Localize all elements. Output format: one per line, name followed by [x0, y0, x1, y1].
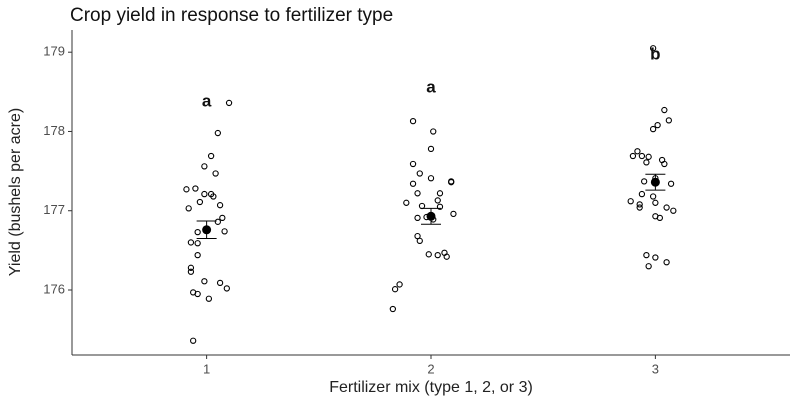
data-point: [187, 268, 195, 275]
x-tick-label: 3: [652, 361, 659, 376]
data-point: [201, 278, 208, 285]
data-point: [638, 190, 646, 198]
data-point: [409, 180, 417, 187]
data-point: [665, 117, 672, 124]
data-point: [389, 305, 397, 313]
data-point: [436, 203, 444, 210]
data-point: [391, 286, 399, 293]
x-axis-title: Fertilizer mix (type 1, 2, or 3): [329, 379, 533, 396]
data-point: [409, 118, 417, 125]
group-letter: b: [650, 44, 660, 63]
data-point: [434, 197, 441, 204]
data-point: [214, 129, 221, 137]
data-point: [414, 190, 421, 197]
data-point: [670, 207, 677, 214]
data-point: [649, 45, 657, 52]
data-point: [216, 202, 224, 209]
data-point: [207, 152, 215, 160]
x-tick-label: 2: [427, 361, 434, 376]
data-point: [396, 281, 403, 288]
data-point: [649, 193, 657, 200]
data-point: [192, 185, 199, 192]
data-point: [212, 170, 219, 177]
data-point: [219, 214, 226, 222]
group-letter: a: [426, 77, 436, 96]
data-point: [638, 152, 646, 160]
data-point: [636, 201, 643, 208]
data-point: [627, 198, 634, 205]
data-point: [216, 279, 224, 287]
y-tick-label: 179: [43, 44, 65, 59]
group-letter: a: [202, 91, 212, 110]
data-point: [194, 240, 201, 247]
data-point: [187, 239, 195, 246]
data-point: [194, 228, 201, 236]
data-point: [652, 254, 659, 261]
data-point: [663, 259, 670, 266]
data-point: [443, 253, 450, 260]
data-point: [654, 121, 661, 129]
data-point: [187, 264, 195, 271]
data-point: [436, 190, 444, 197]
data-point: [416, 237, 423, 245]
data-point: [409, 160, 417, 168]
data-point: [201, 163, 208, 170]
data-point: [430, 128, 437, 135]
y-tick-label: 178: [43, 123, 65, 138]
data-point: [645, 263, 652, 270]
data-point: [427, 145, 435, 153]
data-point: [183, 186, 190, 193]
data-point: [185, 205, 192, 212]
mean-point: [650, 177, 660, 187]
data-point: [418, 202, 426, 210]
data-point: [194, 290, 201, 298]
data-point: [645, 153, 652, 160]
data-point: [636, 204, 643, 211]
data-point: [201, 190, 208, 198]
data-point: [425, 251, 432, 258]
data-point: [634, 148, 641, 155]
data-point: [414, 214, 421, 222]
data-point: [221, 228, 228, 235]
chart-title: Crop yield in response to fertilizer typ…: [70, 5, 393, 26]
data-point: [434, 251, 441, 259]
data-point: [656, 214, 664, 222]
data-point: [663, 204, 670, 211]
data-point: [643, 159, 650, 166]
y-tick-label: 177: [43, 202, 65, 217]
data-point: [649, 125, 657, 133]
data-point: [643, 251, 650, 259]
data-point: [225, 99, 233, 107]
data-point: [223, 285, 230, 292]
data-point: [214, 218, 221, 225]
data-point: [205, 295, 213, 302]
x-tick-label: 1: [203, 361, 210, 376]
data-point: [652, 199, 659, 206]
data-point: [416, 170, 423, 177]
data-point: [450, 210, 457, 218]
mean-point: [426, 211, 436, 221]
data-point: [448, 179, 455, 186]
data-point: [427, 175, 435, 182]
y-axis-title: Yield (bushels per acre): [7, 108, 24, 276]
data-point: [194, 251, 201, 259]
data-point: [403, 199, 410, 206]
data-point: [629, 152, 637, 160]
data-point: [196, 198, 204, 206]
data-point: [661, 106, 668, 114]
data-point: [641, 178, 648, 185]
y-tick-label: 176: [43, 281, 65, 296]
mean-point: [202, 225, 212, 235]
data-point: [190, 337, 197, 344]
data-point: [210, 193, 217, 200]
data-point: [667, 180, 675, 187]
data-point: [661, 160, 668, 168]
